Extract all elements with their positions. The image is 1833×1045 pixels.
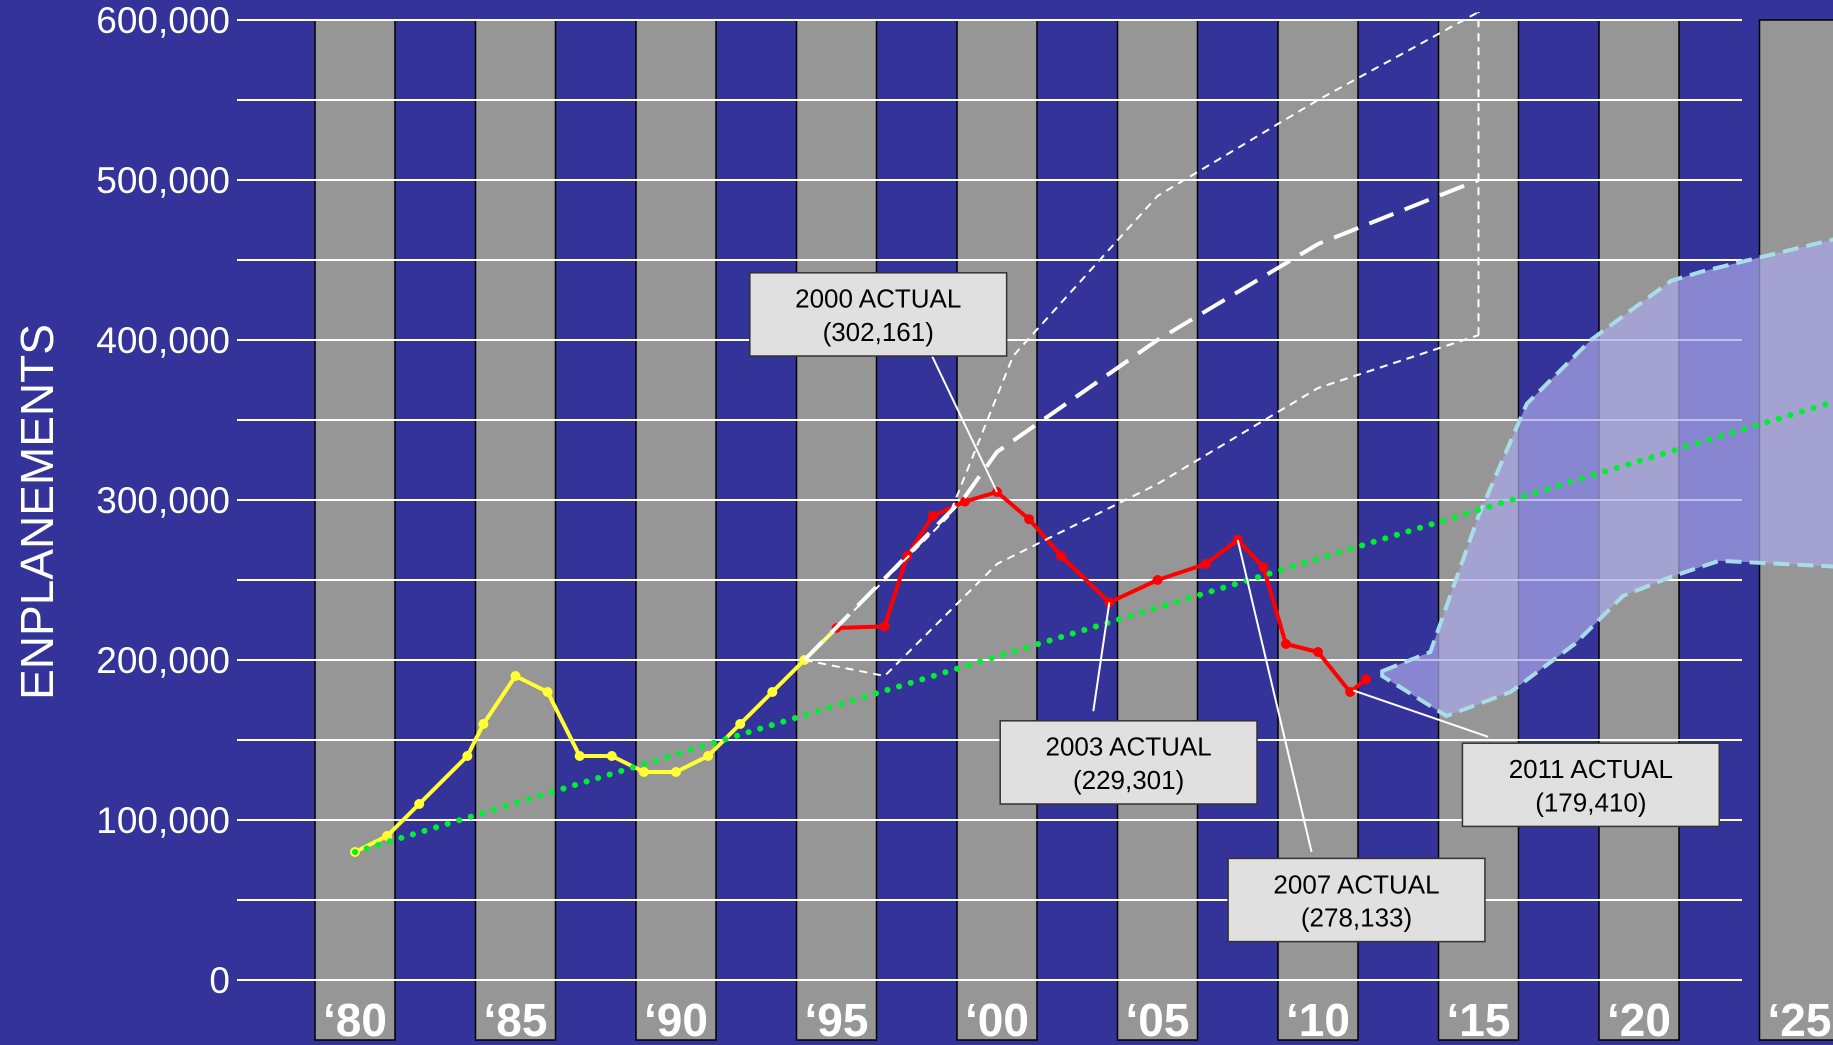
y-tick-label: 100,000 [96, 800, 230, 841]
callout-box-0 [749, 272, 1008, 357]
series-1-point [1345, 687, 1356, 697]
x-tick-label: ‘90 [644, 994, 708, 1045]
callout-value-2: (278,133) [1301, 903, 1412, 933]
series-1-point [1200, 559, 1211, 569]
series-0-point [638, 767, 649, 777]
series-0-point [478, 719, 489, 729]
series-0-point [462, 751, 473, 761]
series-0-line [354, 626, 838, 854]
callout-leader-2 [1236, 539, 1313, 853]
y-tick-label: 400,000 [96, 320, 230, 361]
series-1-point [959, 496, 970, 507]
callout-title-0: 2000 ACTUAL [795, 284, 961, 314]
series-1-point [902, 551, 913, 561]
callout-value-0: (302,161) [823, 317, 934, 347]
series-4-line [802, 178, 1480, 662]
series-1-point [1313, 647, 1323, 657]
x-axis-ticks: ‘80 ‘85 ‘90 ‘95 ‘00 ‘05 ‘10 ‘15 ‘20 ‘25 [323, 994, 1831, 1045]
callout-title-2: 2007 ACTUAL [1273, 869, 1439, 899]
series-group [350, 11, 1833, 857]
x-tick-label: ‘10 [1286, 994, 1350, 1045]
y-tick-label: 200,000 [96, 640, 230, 681]
x-tick-label: ‘20 [1607, 994, 1671, 1045]
callout-title-1: 2003 ACTUAL [1046, 732, 1212, 762]
x-tick-label: ‘80 [323, 994, 387, 1045]
callouts-group: 2000 ACTUAL(302,161) 2003 ACTUAL(229,301)… [749, 272, 1720, 943]
series-1-point [1258, 562, 1269, 573]
year-band-1980 [314, 19, 396, 1041]
series-1-point [879, 621, 890, 632]
series-0-point [735, 719, 746, 729]
series-0-point [767, 687, 778, 697]
y-tick-label: 300,000 [96, 480, 230, 521]
series-5-line [804, 334, 1479, 678]
callout-box-1 [999, 720, 1258, 805]
y-axis-label: ENPLANEMENTS [11, 324, 63, 700]
year-band-1995 [795, 19, 878, 1041]
series-1-point [1024, 514, 1035, 525]
callout-value-1: (229,301) [1073, 765, 1184, 795]
series-0-point [574, 751, 585, 761]
series-1-point [1152, 575, 1163, 585]
series-1-point [1361, 674, 1372, 685]
y-tick-label: 600,000 [96, 0, 230, 41]
y-tick-label: 0 [209, 960, 230, 1001]
y-axis-ticks: 0 100,000 200,000 300,000 400,000 500,000 600,… [96, 0, 230, 1001]
year-band-2005 [1116, 19, 1199, 1041]
y-tick-label: 500,000 [96, 160, 230, 201]
year-band-1990 [635, 19, 717, 1041]
x-tick-label: ‘00 [965, 994, 1029, 1045]
x-tick-label: ‘25 [1768, 994, 1832, 1045]
series-0-point [606, 751, 617, 761]
callout-box-2 [1227, 857, 1486, 943]
callout-leader-1 [1092, 602, 1111, 712]
series-1-point [1280, 639, 1291, 649]
series-0-point [414, 799, 425, 809]
callout-box-3 [1461, 742, 1720, 828]
x-tick-label: ‘95 [805, 994, 869, 1045]
year-band-2000 [956, 19, 1038, 1041]
year-band-1985 [474, 19, 557, 1041]
x-tick-label: ‘15 [1447, 994, 1511, 1045]
callout-title-3: 2011 ACTUAL [1509, 754, 1673, 784]
callout-value-3: (179,410) [1535, 787, 1646, 817]
series-0-point [542, 687, 553, 697]
series-1-point [927, 511, 938, 521]
forecast-band-group [1380, 237, 1833, 719]
x-tick-label: ‘05 [1126, 994, 1190, 1045]
series-0-point [510, 671, 521, 681]
series-1-point [1056, 551, 1067, 561]
series-0-point [671, 767, 681, 777]
callout-leader-3 [1352, 689, 1489, 738]
forecast-band [1380, 237, 1833, 719]
series-0-point [703, 751, 714, 761]
x-tick-label: ‘85 [484, 994, 548, 1045]
